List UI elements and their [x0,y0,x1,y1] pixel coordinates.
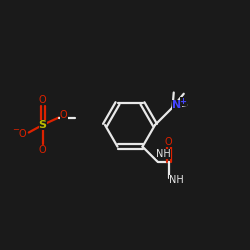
Text: N: N [172,100,182,110]
Text: O: O [165,137,172,147]
Text: O: O [60,110,68,120]
Text: NH: NH [169,176,184,186]
Text: −: − [12,125,19,134]
Text: S: S [38,120,46,130]
Text: +: + [180,98,186,106]
Text: O: O [39,95,46,105]
Text: NH: NH [156,149,171,159]
Text: O: O [19,129,26,139]
Text: O: O [39,145,46,155]
